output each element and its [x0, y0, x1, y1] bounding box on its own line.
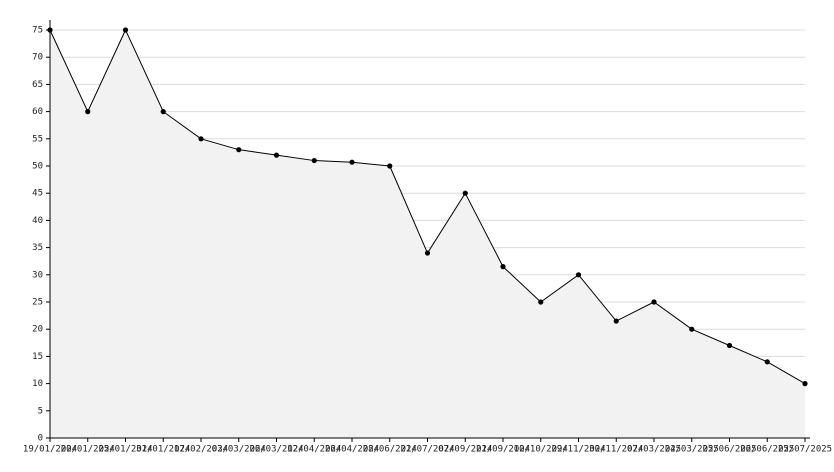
- point: [689, 326, 695, 332]
- point: [349, 159, 355, 165]
- x-tick-label: 30/11/2024: [589, 445, 643, 455]
- area: [50, 30, 805, 438]
- point: [500, 264, 506, 270]
- point: [85, 109, 91, 115]
- y-tick-label: 20: [32, 325, 43, 335]
- point: [575, 272, 582, 278]
- point: [424, 250, 431, 256]
- x-tick-label: 12/04/2024: [287, 445, 341, 455]
- y-tick-label: 5: [38, 406, 43, 416]
- y-tick-label: 25: [32, 298, 43, 308]
- point: [160, 109, 166, 115]
- y-tick-label: 50: [32, 162, 43, 172]
- point: [764, 359, 770, 365]
- y-tick-label: 35: [32, 243, 43, 253]
- point: [311, 157, 317, 164]
- point: [538, 299, 544, 305]
- point: [613, 318, 619, 324]
- point: [236, 147, 242, 153]
- x-tick-label: 17/02/2024: [174, 445, 228, 455]
- x-tick-label: 26/04/2024: [325, 445, 379, 455]
- x-tick-label: 29/11/2024: [551, 445, 605, 455]
- x-tick-label: 24/03/2025: [665, 445, 719, 455]
- y-tick-label: 55: [32, 134, 43, 144]
- x-tick-label: 21/09/2024: [476, 445, 530, 455]
- x-tick-label: 26/06/2025: [740, 445, 794, 455]
- x-tick-label: 03/03/2024: [212, 445, 266, 455]
- x-tick-label: 19/01/2024: [23, 445, 77, 455]
- x-tick-label: 31/01/2024: [136, 445, 190, 455]
- x-tick-label: 28/06/2024: [363, 445, 417, 455]
- y-tick-label: 65: [32, 80, 43, 90]
- point: [726, 342, 733, 349]
- x-tick-label: 25/06/2025: [702, 445, 756, 455]
- x-tick-label: 20/01/2024: [61, 445, 115, 455]
- point: [802, 381, 808, 387]
- x-tick-label: 25/07/2025: [778, 445, 832, 455]
- x-tick-label: 21/07/2024: [400, 445, 454, 455]
- point: [462, 190, 468, 196]
- y-tick-label: 15: [32, 352, 43, 362]
- y-tick-label: 10: [32, 379, 43, 389]
- point: [198, 136, 204, 142]
- y-tick-label: 60: [32, 107, 43, 117]
- point: [651, 299, 657, 305]
- y-tick-label: 75: [32, 26, 43, 36]
- x-tick-label: 26/03/2024: [249, 445, 303, 455]
- y-tick-label: 70: [32, 53, 43, 63]
- y-tick-label: 40: [32, 216, 43, 226]
- point: [387, 163, 393, 169]
- point: [122, 27, 129, 33]
- x-tick-label: 07/09/2024: [438, 445, 492, 455]
- point: [273, 152, 280, 158]
- x-tick-label: 25/01/2024: [98, 445, 152, 455]
- x-tick-label: 07/03/2025: [627, 445, 681, 455]
- y-tick-label: 30: [32, 270, 43, 280]
- x-tick-label: 10/10/2024: [514, 445, 568, 455]
- y-tick-label: 0: [38, 434, 43, 444]
- y-tick-label: 45: [32, 189, 43, 199]
